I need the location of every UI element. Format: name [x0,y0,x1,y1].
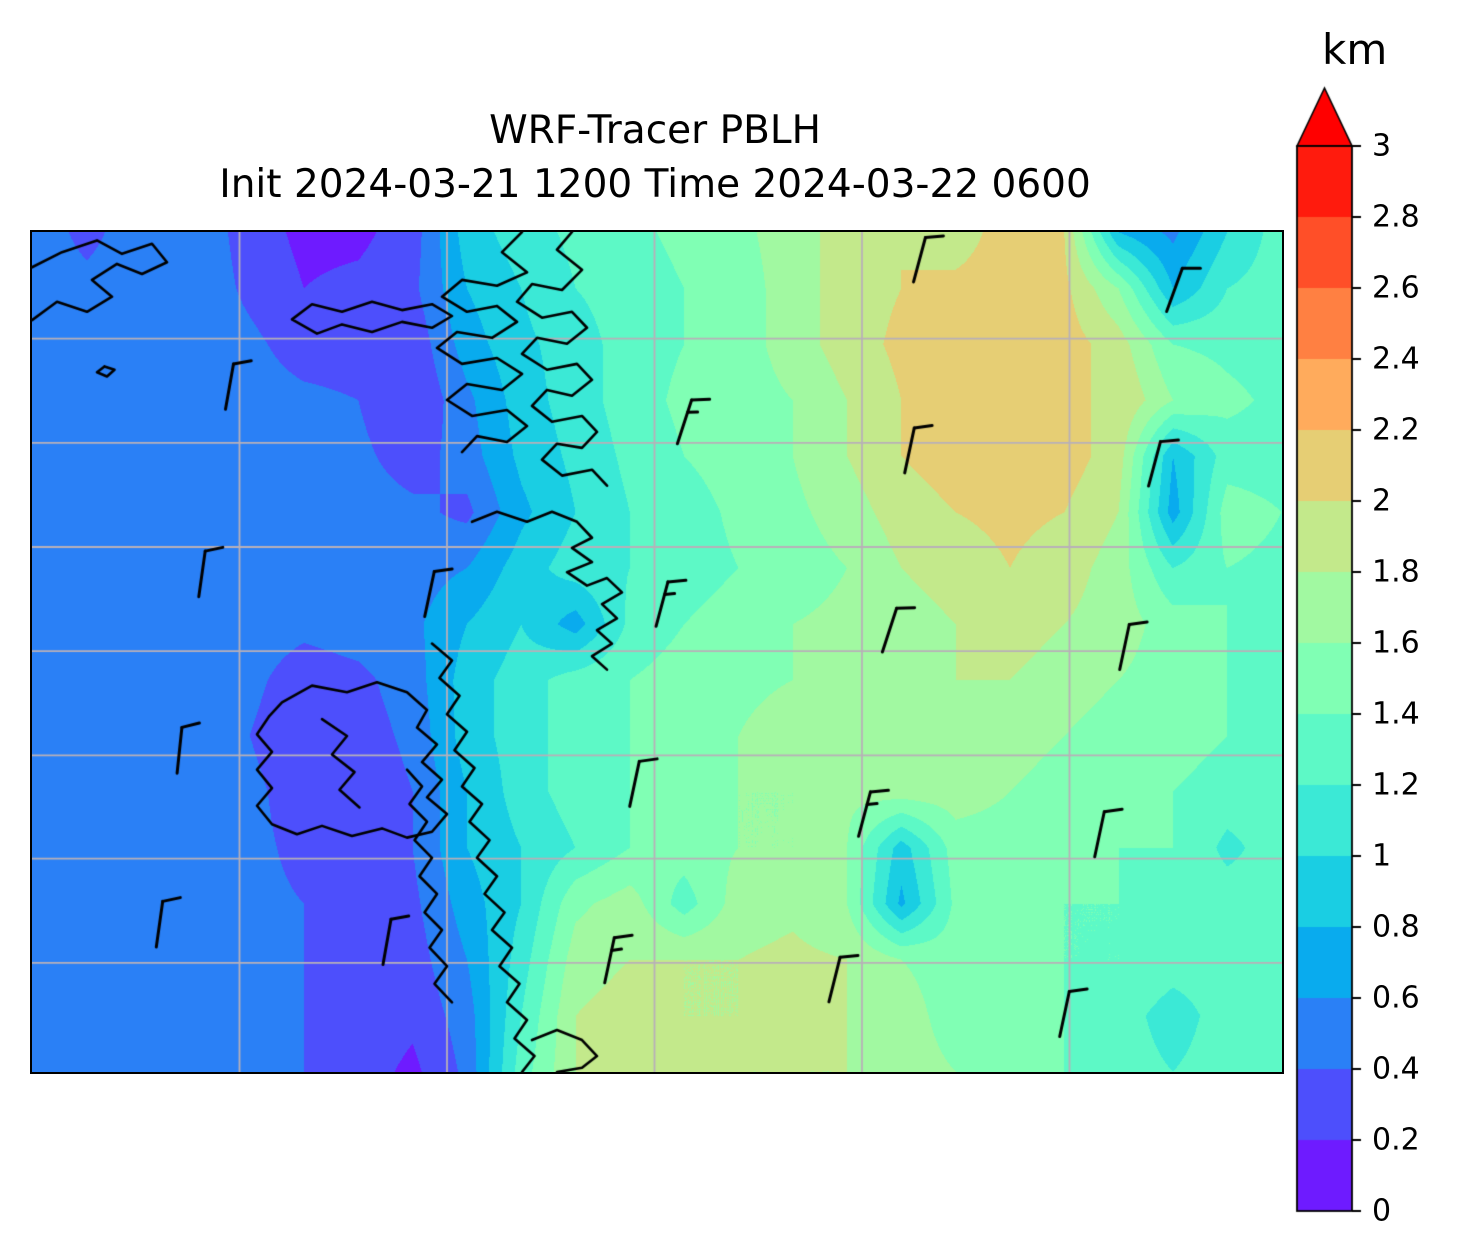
colorbar-tick-label: 2.4 [1372,341,1420,377]
pblh-contour-map [30,230,1284,1074]
colorbar-tick-label: 1.8 [1372,554,1420,590]
colorbar-tick-label: 2 [1372,483,1392,519]
colorbar-tick-label: 0.8 [1372,909,1420,945]
colorbar-tick-label: 0.6 [1372,980,1420,1016]
colorbar-tick-label: 2.2 [1372,412,1420,448]
plot-init-valid-time: Init 2024-03-21 1200 Time 2024-03-22 060… [219,162,1091,207]
colorbar-tick-label: 1.2 [1372,767,1420,803]
colorbar-tick-label: 1 [1372,838,1392,874]
colorbar-tick-label: 2.8 [1372,199,1420,235]
colorbar-tick-label: 2.6 [1372,270,1420,306]
colorbar-tick-label: 0 [1372,1193,1392,1229]
colorbar-tick-label: 0.4 [1372,1051,1420,1087]
colorbar-tick-label: 1.4 [1372,696,1420,732]
colorbar-tick-label: 1.6 [1372,625,1420,661]
colorbar-unit-label: km [1322,25,1388,74]
plot-title: WRF-Tracer PBLH [489,108,821,153]
colorbar-tick-label: 0.2 [1372,1122,1420,1158]
colorbar-tick-label: 3 [1372,128,1392,164]
colorbar-gradient [1290,80,1380,1225]
